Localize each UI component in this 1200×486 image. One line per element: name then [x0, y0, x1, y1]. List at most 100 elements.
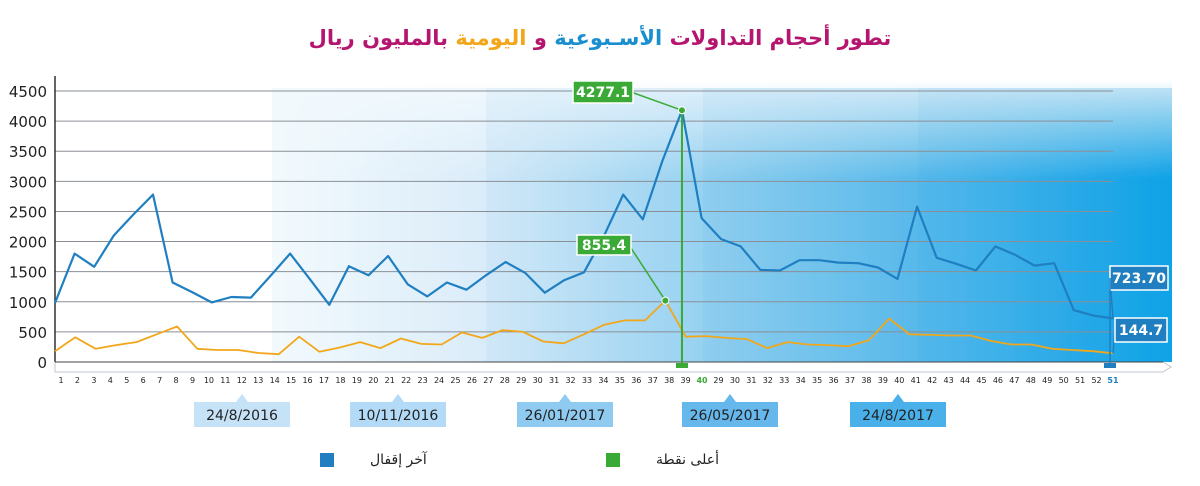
y-tick-label: 1000	[9, 294, 47, 312]
x-tick-label: 43	[944, 376, 954, 385]
plot-band	[918, 88, 1172, 362]
title-part-5: بالمليون ريال	[308, 26, 449, 50]
x-tick-label: 7	[157, 376, 162, 385]
date-label: 26/01/2017	[525, 408, 606, 424]
x-axis-band	[54, 361, 1172, 373]
x-tick-label: 39	[681, 376, 691, 385]
x-tick-label: 52	[1091, 376, 1101, 385]
series-line-daily	[54, 299, 1114, 356]
end-label-box	[1114, 317, 1168, 343]
legend-last-close: آخر إقفال	[320, 452, 427, 468]
x-tick-label: 38	[664, 376, 674, 385]
x-tick-label: 46	[993, 376, 1003, 385]
x-tick-label: 51	[1107, 376, 1119, 385]
x-tick-label: 18	[335, 376, 345, 385]
annotation-label: 4277.1	[576, 85, 630, 101]
end-label: 723.70	[1112, 271, 1166, 287]
x-tick-label: 2	[75, 376, 80, 385]
title-part-1: تطور أحجام التداولات	[669, 26, 892, 50]
x-tick-label: 5	[124, 376, 129, 385]
y-tick-label: 0	[37, 354, 47, 372]
annotation-leader	[628, 244, 667, 301]
x-tick-label: 30	[533, 376, 543, 385]
date-label-box	[194, 402, 290, 427]
x-tick-label: 20	[368, 376, 378, 385]
x-tick-label: 42	[927, 376, 937, 385]
x-tick-label: 1	[58, 376, 63, 385]
x-tick-label: 36	[828, 376, 838, 385]
title-part-4: اليومية	[455, 26, 527, 50]
plot-background-fade	[55, 80, 1172, 362]
annotation-box	[572, 80, 634, 104]
x-tick-label: 10	[204, 376, 214, 385]
x-tick-label: 21	[385, 376, 395, 385]
x-tick-label: 40	[696, 376, 708, 385]
title-part-2: الأسـبوعية	[554, 26, 663, 50]
plot-band	[486, 88, 1172, 362]
date-label-pointer	[392, 394, 404, 402]
y-tick-label: 2500	[9, 203, 47, 221]
legend-last-close-label: آخر إقفال	[370, 452, 427, 468]
x-tick-label: 33	[582, 376, 592, 385]
date-label-pointer	[892, 394, 904, 402]
x-tick-label: 16	[302, 376, 312, 385]
y-tick-label: 3000	[9, 173, 47, 191]
x-tick-label: 50	[1059, 376, 1069, 385]
x-tick-label: 27	[483, 376, 493, 385]
x-tick-label: 38	[861, 376, 871, 385]
annotation-box	[576, 234, 632, 256]
end-label-box	[1109, 265, 1169, 291]
series-line-weekly	[53, 109, 1114, 320]
x-tick-label: 34	[598, 376, 608, 385]
x-tick-label: 41	[911, 376, 921, 385]
x-tick-label: 29	[713, 376, 723, 385]
x-tick-label: 36	[631, 376, 641, 385]
x-tick-label: 45	[976, 376, 986, 385]
date-label-pointer	[724, 394, 736, 402]
legend-highest-point: أعلى نقطة	[606, 452, 719, 468]
x-tick-label: 19	[352, 376, 362, 385]
legend-highest-point-label: أعلى نقطة	[656, 452, 719, 468]
x-tick-label: 11	[220, 376, 230, 385]
x-tick-label: 47	[1009, 376, 1019, 385]
y-tick-label: 2000	[9, 234, 47, 252]
annotation-point	[677, 106, 686, 115]
annotation-point	[661, 296, 670, 305]
x-tick-label: 23	[418, 376, 428, 385]
x-tick-label: 6	[141, 376, 146, 385]
x-tick-label: 40	[894, 376, 904, 385]
x-tick-label: 22	[401, 376, 411, 385]
chart-title: تطور أحجام التداولات الأسـبوعية و اليومي…	[0, 26, 1200, 50]
date-label: 24/8/2017	[862, 408, 934, 424]
y-tick-label: 4500	[9, 83, 47, 101]
x-tick-label: 39	[878, 376, 888, 385]
peak-marker-base	[675, 363, 688, 368]
x-tick-label: 9	[190, 376, 195, 385]
title-part-3: و	[533, 26, 547, 50]
x-tick-label: 26	[467, 376, 477, 385]
date-label-pointer	[559, 394, 571, 402]
x-tick-label: 37	[648, 376, 658, 385]
x-tick-label: 13	[253, 376, 263, 385]
x-tick-label: 31	[549, 376, 559, 385]
date-label-box	[350, 402, 446, 427]
end-label: 144.7	[1119, 323, 1163, 339]
x-tick-label: 32	[763, 376, 773, 385]
x-tick-label: 32	[565, 376, 575, 385]
x-tick-label: 31	[746, 376, 756, 385]
y-tick-label: 3500	[9, 143, 47, 161]
x-tick-label: 15	[286, 376, 296, 385]
x-tick-label: 51	[1075, 376, 1085, 385]
x-tick-label: 44	[960, 376, 970, 385]
x-tick-label: 14	[270, 376, 280, 385]
x-tick-label: 35	[615, 376, 625, 385]
x-tick-label: 25	[450, 376, 460, 385]
x-tick-label: 30	[730, 376, 740, 385]
date-label: 26/05/2017	[690, 408, 771, 424]
date-label: 10/11/2016	[358, 408, 439, 424]
date-label: 24/8/2016	[206, 408, 278, 424]
x-tick-label: 48	[1026, 376, 1036, 385]
annotation-leader	[630, 91, 683, 111]
legend-last-close-swatch	[320, 453, 334, 467]
